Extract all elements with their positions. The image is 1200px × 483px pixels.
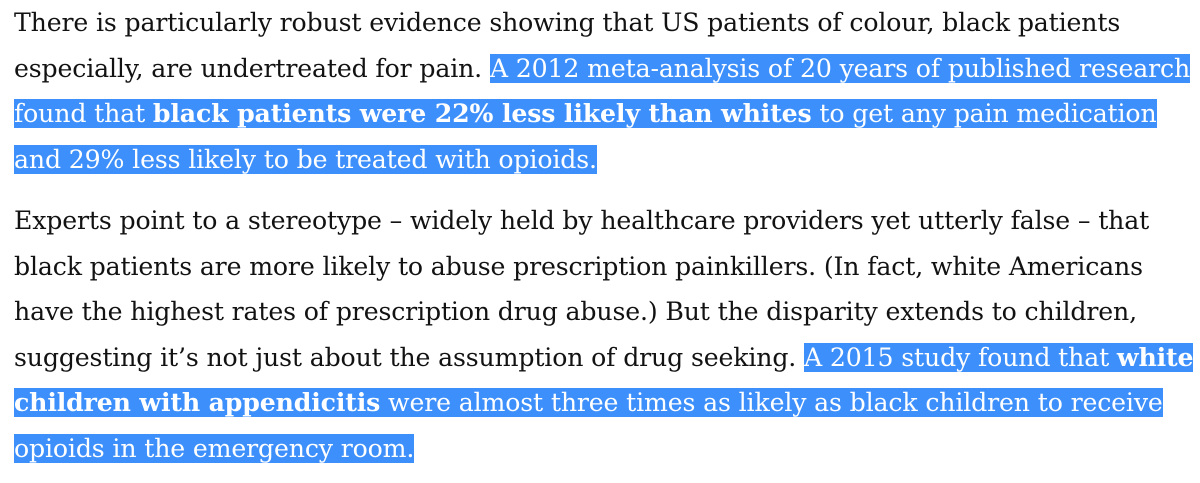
paragraph-intro-text: There is particularly robust evidence sh…	[14, 8, 1121, 83]
highlight-bold-text: white children with appendicitis	[14, 341, 1194, 418]
highlight-text: A 2012 meta-analysis of 20 years of publ…	[14, 53, 1191, 129]
highlight-bold-text: black patients were 22% less likely than…	[152, 98, 812, 128]
article-body: There is particularly robust evidence sh…	[14, 0, 1200, 471]
highlight-text: to get any pain medication and 29% less …	[14, 99, 1157, 174]
paragraph-stereotype: Experts point to a stereotype – widely h…	[14, 198, 1200, 471]
paragraph-pain-undertreatment: There is particularly robust evidence sh…	[14, 0, 1200, 182]
highlight-text: were almost three times as likely as bla…	[14, 388, 1163, 463]
paragraph-intro-text: Experts point to a stereotype – widely h…	[14, 206, 1150, 372]
highlight-text: A 2015 study found that	[804, 342, 1117, 372]
